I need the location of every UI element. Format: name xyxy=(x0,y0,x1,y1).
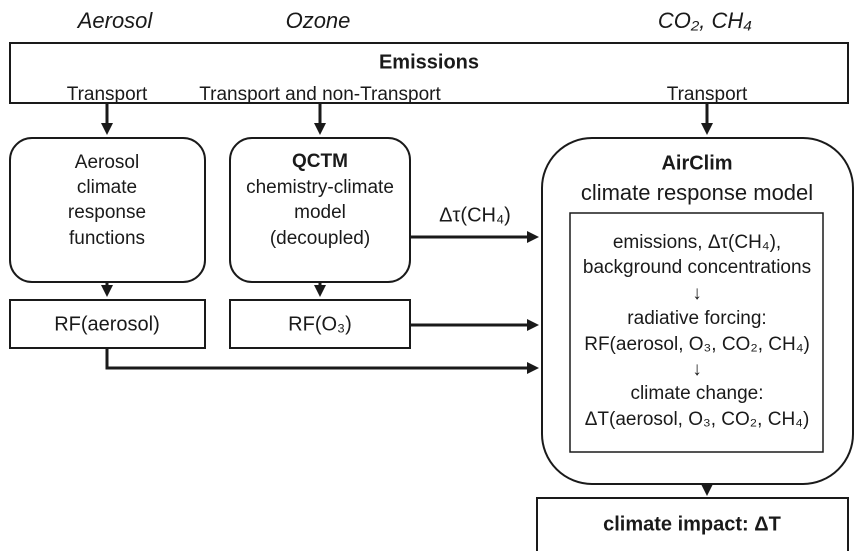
transport-label: Transport xyxy=(667,84,748,105)
edge-label: Δτ(CH₄) xyxy=(439,204,511,226)
box-title: AirClim xyxy=(661,152,732,174)
emissions-box xyxy=(9,42,849,104)
arrow xyxy=(105,348,539,374)
step-arrow: ↓ xyxy=(692,359,702,380)
box-title: climate impact: ΔT xyxy=(603,513,781,535)
box-text: model xyxy=(294,202,346,223)
inner-box xyxy=(569,212,824,453)
box-text: chemistry-climate xyxy=(246,177,394,198)
rf-o3-box xyxy=(229,299,411,349)
step-text: climate change: xyxy=(630,383,763,404)
rf-aerosol-box xyxy=(9,299,206,349)
step-arrow: ↓ xyxy=(692,283,702,304)
box-text: RF(aerosol) xyxy=(54,313,160,335)
step-text: RF(aerosol, O₃, CO₂, CH₄) xyxy=(584,334,810,355)
step-text: background concentrations xyxy=(583,257,811,278)
impact-box xyxy=(536,497,849,551)
step-text: radiative forcing: xyxy=(627,308,766,329)
box-text: climate xyxy=(77,177,137,198)
box-title: QCTM xyxy=(292,151,348,172)
box-text: RF(O₃) xyxy=(288,313,352,335)
step-text: ΔT(aerosol, O₃, CO₂, CH₄) xyxy=(585,409,810,430)
emissions-title: Emissions xyxy=(379,51,479,73)
box-text: response xyxy=(68,202,146,223)
source-label: Aerosol xyxy=(76,8,154,33)
box-text: (decoupled) xyxy=(270,228,370,249)
transport-label: Transport xyxy=(67,84,148,105)
transport-label: Transport and non-Transport xyxy=(199,84,441,105)
box-text: functions xyxy=(69,228,145,249)
step-text: emissions, Δτ(CH₄), xyxy=(613,232,781,253)
box-subtitle: climate response model xyxy=(581,180,813,205)
source-label: Ozone xyxy=(286,8,351,33)
box-text: Aerosol xyxy=(75,152,139,173)
source-label: CO₂, CH₄ xyxy=(658,8,752,33)
